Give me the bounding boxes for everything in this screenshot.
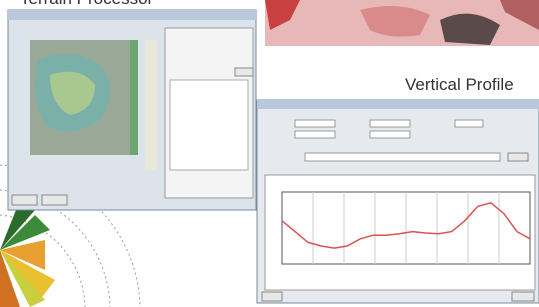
terrain-map bbox=[265, 0, 539, 46]
collage: Terrain Processor Vertical Profile bbox=[0, 0, 539, 307]
profile-plot bbox=[282, 192, 530, 264]
terrain-window bbox=[8, 10, 256, 210]
page: Terrain Processor Vertical Profile (() =… bbox=[0, 0, 539, 307]
left-title: Terrain Processor bbox=[20, 0, 154, 8]
right-title: Vertical Profile bbox=[405, 75, 514, 94]
